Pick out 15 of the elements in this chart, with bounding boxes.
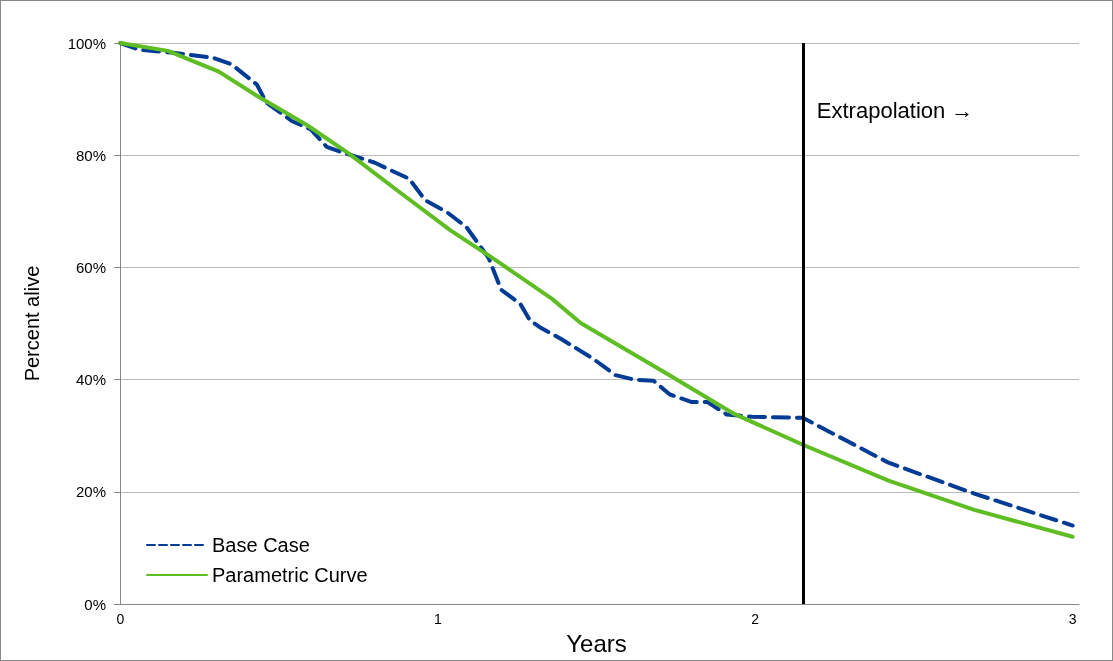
legend-label: Base Case [212,534,310,556]
x-tick-label: 1 [433,611,442,628]
x-tick-label: 2 [751,611,760,628]
legend-label: Parametric Curve [212,564,368,586]
x-tick-label: 0 [116,611,125,628]
y-tick-label: 80% [75,146,106,164]
y-tick-label: 40% [75,371,106,389]
x-axis-title: Years [566,629,627,657]
y-tick-label: 20% [75,483,106,501]
y-tick-label: 60% [75,258,106,276]
y-tick-label: 100% [67,34,106,52]
x-tick-label: 3 [1068,611,1077,628]
y-tick-label: 0% [84,595,106,613]
ref-line-label: Extrapolation → [816,97,974,123]
y-axis-title: Percent alive [21,265,43,382]
